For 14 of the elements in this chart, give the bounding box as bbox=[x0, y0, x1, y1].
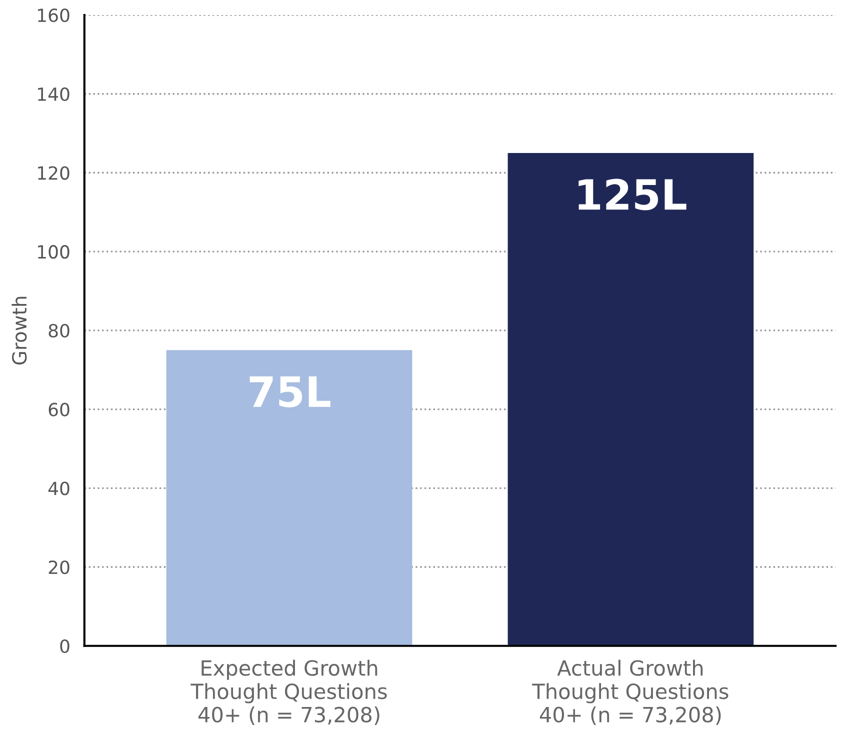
y-tick-label: 0 bbox=[60, 639, 70, 653]
y-axis-title: Growth bbox=[12, 296, 27, 365]
y-tick-label: 20 bbox=[48, 560, 70, 574]
y-tick-label: 60 bbox=[48, 402, 70, 416]
y-tick-label: 40 bbox=[48, 482, 70, 496]
y-tick-label: 100 bbox=[38, 245, 70, 259]
y-tick-label: 160 bbox=[38, 8, 70, 22]
y-tick-label: 120 bbox=[38, 166, 70, 180]
x-tick-label: Actual Growth Thought Questions 40+ (n = 73,208) bbox=[532, 660, 728, 725]
x-tick-label: Expected Growth Thought Questions 40+ (n = 73,208) bbox=[190, 660, 387, 725]
data-label: 75L bbox=[250, 376, 330, 408]
y-tick-label: 80 bbox=[48, 324, 70, 338]
y-tick-label: 140 bbox=[38, 87, 70, 101]
data-label: 125L bbox=[578, 178, 686, 210]
